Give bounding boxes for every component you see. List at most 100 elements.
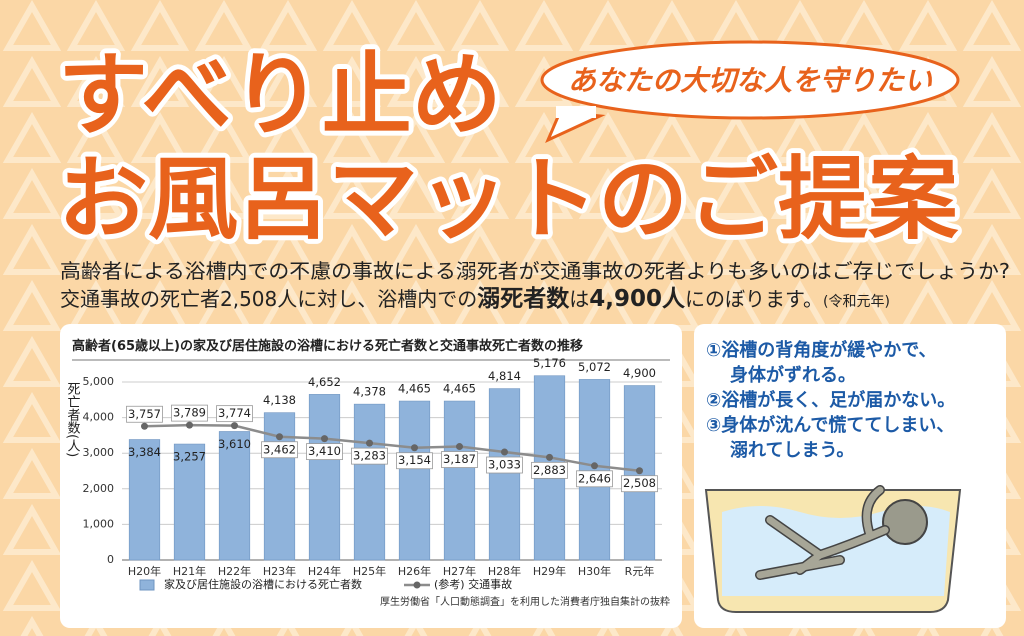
reasons: ①浴槽の背角度が緩やかで、身体がずれる。 ②浴槽が長く、足が届かない。 ③身体が沈ん… <box>706 339 955 461</box>
intro-note: (令和元年) <box>823 294 890 310</box>
reason-line: 溺れてしまう。 <box>730 440 854 461</box>
label-box <box>126 405 163 423</box>
value-label: 3,154 <box>398 453 431 467</box>
y-axis-label: 死亡者数(人) <box>65 382 81 457</box>
bar <box>308 394 341 561</box>
reason-line: ①浴槽の背角度が緩やかで、 <box>706 339 937 361</box>
line-point <box>366 439 373 447</box>
title-line: すべり止め <box>58 43 502 148</box>
value-label: 5,072 <box>578 360 611 374</box>
y-tick-label: 4,000 <box>83 411 115 424</box>
x-tick-label: H22年 <box>218 564 251 578</box>
x-tick-label: H29年 <box>533 564 566 578</box>
value-label: 4,465 <box>398 382 431 396</box>
label-box <box>306 443 343 461</box>
label-box <box>216 405 253 423</box>
x-tick-label: H28年 <box>488 564 521 578</box>
speech-bubble <box>540 40 960 120</box>
line-point <box>231 422 238 430</box>
intro-text: にのぼります。 <box>685 287 823 311</box>
label-box <box>396 452 433 470</box>
x-tick-label: R元年 <box>625 564 655 578</box>
label-box <box>621 475 658 493</box>
chart-title: 高齢者(65歳以上)の家及び居住施設の浴槽における死亡者数と交通事故死亡者数の推… <box>72 338 583 354</box>
value-label: 4,900 <box>623 366 656 380</box>
bar <box>488 388 521 561</box>
bar <box>353 403 386 561</box>
value-label: 4,378 <box>353 385 386 399</box>
intro-text: 交通事故の死亡者2,508人に対し、浴槽内での <box>60 287 477 311</box>
intro-line: 交通事故の死亡者2,508人に対し、浴槽内での溺死者数は4,900人にのぼります… <box>60 286 890 312</box>
bar <box>128 439 161 561</box>
reason-line: ②浴槽が長く、足が届かない。 <box>706 389 955 411</box>
head <box>882 499 928 545</box>
value-label: 3,384 <box>128 445 161 459</box>
label-box <box>531 461 568 479</box>
intro-emphasis: 溺死者数 <box>477 286 570 312</box>
value-label: 2,883 <box>533 463 566 477</box>
value-label: 4,814 <box>488 369 521 383</box>
value-label: 3,774 <box>218 406 251 420</box>
value-label: 3,757 <box>128 407 161 421</box>
value-label: 5,176 <box>533 356 566 370</box>
x-tick-label: H24年 <box>308 564 341 578</box>
legend-label: (参考) 交通事故 <box>434 577 512 591</box>
bar <box>398 400 431 561</box>
body-fill <box>756 486 889 579</box>
x-tick-label: H25年 <box>353 564 386 578</box>
reason-line: ③身体が沈んで慌ててしまい、 <box>706 414 954 436</box>
label-box <box>261 441 298 459</box>
bar <box>578 379 611 561</box>
bar <box>443 400 476 561</box>
line-point <box>456 443 463 451</box>
value-label: 3,789 <box>173 406 206 420</box>
value-label: 3,610 <box>218 437 251 451</box>
value-label: 4,465 <box>443 382 476 396</box>
label-box <box>441 451 478 468</box>
value-label: 4,138 <box>263 393 296 407</box>
legend-swatch <box>139 579 155 591</box>
title-line: お風呂マットのご提案 <box>58 147 959 252</box>
label-box <box>351 447 388 465</box>
intro-text: は <box>569 287 589 311</box>
reason-line: 身体がずれる。 <box>730 364 856 386</box>
line-point <box>411 444 418 452</box>
value-label: 2,646 <box>578 471 611 485</box>
x-tick-label: H30年 <box>578 564 611 578</box>
line-point <box>591 462 598 470</box>
line-point <box>501 448 508 456</box>
source: 厚生労働省「人口動態調査」を利用した消費者庁独自集計の抜粋 <box>380 595 670 608</box>
line-point <box>276 433 283 441</box>
line-point <box>546 453 553 461</box>
line-point <box>636 467 643 475</box>
legend-label: 家及び居住施設の浴槽における死亡者数 <box>164 577 362 591</box>
bubble-joint <box>556 106 596 118</box>
label-box <box>486 456 523 474</box>
legend-swatch <box>413 581 421 589</box>
bar <box>218 431 251 561</box>
illustration <box>704 485 962 613</box>
value-label: 2,508 <box>623 476 656 490</box>
label-box <box>171 404 208 422</box>
value-label: 4,652 <box>308 375 341 389</box>
x-tick-label: H23年 <box>263 564 296 578</box>
x-tick-label: H20年 <box>128 564 161 578</box>
y-tick-label: 2,000 <box>83 482 115 495</box>
x-tick-label: H27年 <box>443 564 476 578</box>
label-box <box>576 470 613 488</box>
value-label: 3,033 <box>488 458 521 472</box>
line-point <box>186 421 193 429</box>
bar <box>173 443 206 561</box>
value-label: 3,410 <box>308 444 341 458</box>
line-point <box>141 422 148 430</box>
intro-line: 高齢者による浴槽内での不慮の事故による溺死者が交通事故の死者よりも多いのはご存じ… <box>60 259 1010 283</box>
y-tick-label: 0 <box>107 553 114 566</box>
y-tick-label: 1,000 <box>83 517 115 530</box>
y-tick-label: 5,000 <box>83 375 115 388</box>
bubble-text: あなたの大切な人を守りたい <box>568 64 933 97</box>
line-point <box>321 435 328 443</box>
x-tick-label: H26年 <box>398 564 431 578</box>
value-label: 3,187 <box>443 452 476 466</box>
x-tick-label: H21年 <box>173 564 206 578</box>
